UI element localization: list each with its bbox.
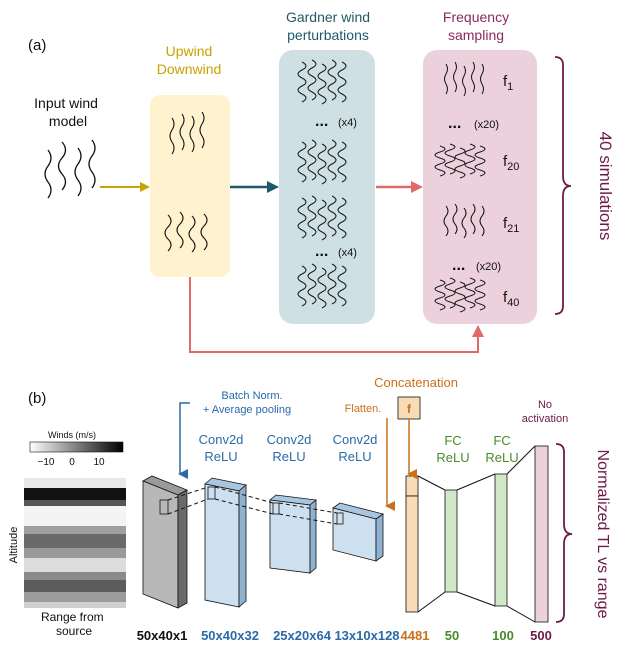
frequency-box — [423, 50, 537, 324]
batch-norm-label-line1: Batch Norm. — [221, 390, 282, 402]
gardner-multiplier-top: (x4) — [338, 117, 357, 129]
conv1-block — [204, 477, 247, 608]
f21-f: f — [503, 215, 508, 232]
conv2-block — [269, 494, 317, 574]
brace-normalized-tl — [555, 443, 573, 623]
conv2-label-line2: ReLU — [272, 449, 305, 464]
conv3-label-line1: Conv2d — [333, 432, 378, 447]
flatten-f-cell — [405, 475, 419, 497]
altitude-label: Altitude — [8, 527, 20, 564]
f1-sub: 1 — [507, 81, 513, 93]
flatten-label: Flatten. — [345, 403, 382, 415]
f21-sub: 21 — [507, 223, 519, 235]
fc2-layer — [494, 473, 508, 607]
dim-conv2: 25x20x64 — [273, 628, 332, 643]
normalized-tl-label: Normalized TL vs range — [594, 450, 611, 619]
colorbar-tick-max: 10 — [93, 457, 105, 468]
gardner-ellipsis-top: ... — [315, 113, 328, 130]
f1-f: f — [503, 73, 508, 90]
batch-norm-label-line2: + Average pooling — [203, 404, 291, 416]
input-wind-profiles-icon — [44, 139, 96, 199]
freq-label-f1: f1 — [503, 73, 513, 93]
conv3-kernel — [336, 512, 344, 525]
colorbar — [29, 441, 124, 453]
gardner-multiplier-bottom: (x4) — [338, 247, 357, 259]
no-activation-label-line2: activation — [522, 413, 568, 425]
frequency-multiplier-top: (x20) — [474, 119, 499, 131]
fc1-layer — [444, 489, 458, 593]
colorbar-tick-mid: 0 — [69, 457, 75, 468]
no-activation-label-line1: No — [538, 399, 552, 411]
input-wind-model-label: Input wind model — [34, 95, 102, 129]
conv1-label-line1: Conv2d — [199, 432, 244, 447]
upwind-profiles-icon — [169, 111, 205, 155]
frequency-sampled-profiles-icon — [434, 61, 486, 313]
dim-fc1: 50 — [445, 628, 459, 643]
conv3-label-line2: ReLU — [338, 449, 371, 464]
concatenation-label: Concatenation — [374, 375, 458, 390]
brace-40-simulations — [554, 56, 572, 315]
output-layer — [534, 445, 549, 623]
range-line2: source — [56, 624, 92, 638]
f20-sub: 20 — [507, 161, 519, 173]
fc1-label-line1: FC — [444, 433, 461, 448]
f40-f: f — [503, 289, 508, 306]
gardner-ellipsis-bottom: ... — [315, 243, 328, 260]
fc1-label-line2: ReLU — [436, 450, 469, 465]
input-line2: model — [49, 113, 87, 129]
dim-conv3: 13x10x128 — [334, 628, 399, 643]
freq-label-f20: f20 — [503, 153, 519, 173]
frequency-ellipsis-top: ... — [448, 115, 461, 132]
panel-b-label: (b) — [28, 390, 46, 407]
upwind-label: Upwind — [166, 43, 213, 59]
downwind-label: Downwind — [157, 61, 222, 77]
f40-sub: 40 — [507, 297, 519, 309]
arrow-updown-to-frequency-bypass — [189, 277, 484, 353]
batch-norm-arrow — [178, 402, 190, 479]
flatten-vector — [405, 495, 419, 613]
freq-label-f40: f40 — [503, 289, 519, 309]
freq-label-f21: f21 — [503, 215, 519, 235]
colorbar-title: Winds (m/s) — [48, 430, 96, 440]
input-kernel — [159, 499, 169, 515]
frequency-title-line1: Frequency — [443, 9, 509, 25]
conv1-label-line2: ReLU — [204, 449, 237, 464]
dim-input: 50x40x1 — [137, 628, 188, 643]
forty-simulations-label: 40 simulations — [596, 132, 615, 241]
range-from-source-label: Range from source — [41, 610, 107, 638]
f-box-label: f — [407, 402, 412, 416]
input-line1: Input wind — [34, 95, 98, 111]
input-layer-block — [142, 475, 188, 609]
frequency-title-line2: sampling — [448, 27, 504, 43]
gardner-box — [279, 50, 375, 324]
conv1-kernel — [207, 486, 216, 500]
conv2-kernel — [272, 502, 280, 515]
dim-fc2: 100 — [492, 628, 514, 643]
colorbar-tick-min: −10 — [38, 457, 55, 468]
downwind-profiles-icon — [164, 211, 208, 253]
dim-flatten: 4481 — [401, 628, 430, 643]
dim-output: 500 — [530, 628, 552, 643]
range-line1: Range from — [41, 610, 104, 624]
frequency-ellipsis-bottom: ... — [452, 257, 465, 274]
conv3-block — [332, 502, 384, 562]
upwind-downwind-box — [150, 95, 230, 277]
gardner-title-line2: perturbations — [287, 27, 369, 43]
panel-a-label: (a) — [28, 37, 46, 54]
f20-f: f — [503, 153, 508, 170]
wind-heatmap — [24, 478, 126, 608]
gardner-title-line1: Gardner wind — [286, 9, 370, 25]
gardner-perturbed-profiles-icon — [297, 59, 347, 309]
fc-connector-lines — [417, 445, 536, 623]
kernel-connector-lines — [167, 486, 338, 525]
fc2-label-line1: FC — [493, 433, 510, 448]
fc2-label-line2: ReLU — [485, 450, 518, 465]
dim-conv1: 50x40x32 — [201, 628, 259, 643]
frequency-multiplier-bottom: (x20) — [476, 261, 501, 273]
conv2-label-line1: Conv2d — [267, 432, 312, 447]
